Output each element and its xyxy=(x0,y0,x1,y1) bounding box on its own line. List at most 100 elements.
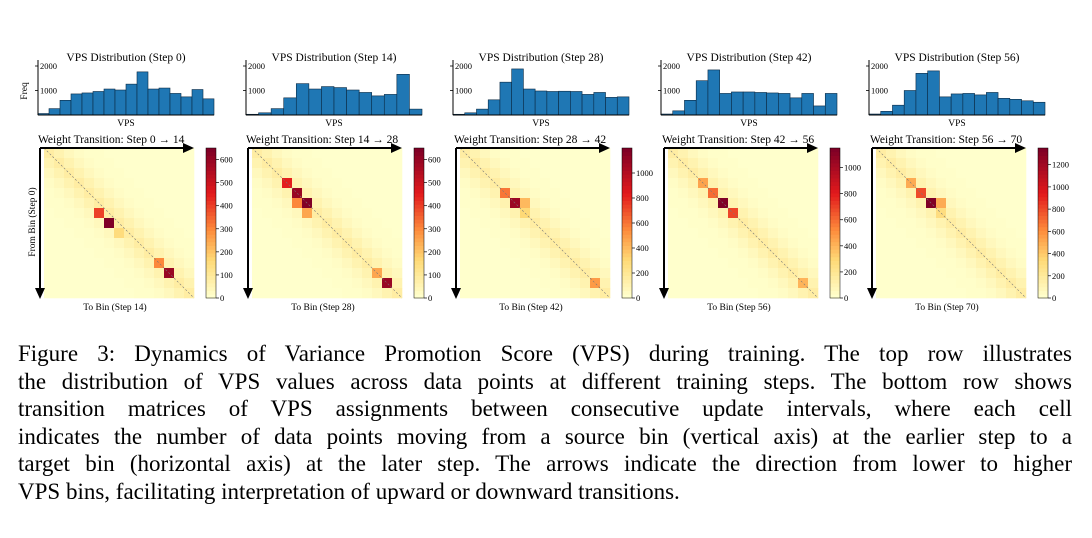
heatmap-cell xyxy=(510,238,521,249)
heatmap-cell xyxy=(104,238,115,249)
heatmap-cell xyxy=(124,188,135,199)
heatmap-cell xyxy=(1016,268,1027,279)
heatmap-cell xyxy=(362,188,373,199)
colorbar-segment xyxy=(830,148,840,153)
heatmap-cell xyxy=(302,228,313,239)
heatmap-cell xyxy=(688,168,699,179)
heatmap-cell xyxy=(708,248,719,259)
heatmap-cell xyxy=(282,248,293,259)
heatmap-cell xyxy=(956,148,967,159)
heatmap-xlabel: To Bin (Step 28) xyxy=(291,302,354,313)
heatmap-cell xyxy=(520,238,531,249)
heatmap-cell xyxy=(580,188,591,199)
heatmap-cell xyxy=(74,148,85,159)
heatmap-cell xyxy=(798,188,809,199)
heatmap-cell xyxy=(392,178,403,189)
heatmap-cell xyxy=(500,178,511,189)
colorbar-segment xyxy=(1038,185,1048,190)
colorbar-segment xyxy=(830,174,840,179)
histogram-bar xyxy=(103,88,116,116)
heatmap-cell xyxy=(718,238,729,249)
heatmap-cell xyxy=(252,258,263,269)
heatmap-cell xyxy=(272,208,283,219)
colorbar-segment xyxy=(830,256,840,261)
heatmap-cell xyxy=(966,158,977,169)
colorbar-segment xyxy=(414,159,424,164)
heatmap-cell xyxy=(946,158,957,169)
heatmap-cell xyxy=(312,158,323,169)
heatmap-cell xyxy=(272,168,283,179)
colorbar-segment xyxy=(622,241,632,246)
colorbar-tick-label: 200 xyxy=(636,268,649,278)
heatmap-cell xyxy=(996,248,1007,259)
colorbar-segment xyxy=(206,181,216,186)
heatmap-cell xyxy=(778,288,789,299)
heatmap-cell xyxy=(134,178,145,189)
colorbar-segment xyxy=(206,204,216,209)
heatmap-cell xyxy=(342,218,353,229)
heatmap-cell xyxy=(144,278,155,289)
heatmap-cell xyxy=(322,178,333,189)
heatmap-cell xyxy=(580,168,591,179)
histogram-bar xyxy=(371,95,385,116)
heatmap-cell xyxy=(490,158,501,169)
heatmap-cell xyxy=(292,218,303,229)
heatmap-cell xyxy=(926,168,937,179)
colorbar-segment xyxy=(206,290,216,295)
heatmap-cell xyxy=(332,258,343,269)
heatmap-cell xyxy=(64,208,75,219)
heatmap-cell xyxy=(64,288,75,299)
heatmap-cell xyxy=(748,278,759,289)
histogram-bar xyxy=(570,91,583,116)
heatmap-cell xyxy=(94,178,105,189)
heatmap-cell xyxy=(550,228,561,239)
heatmap-cell xyxy=(718,218,729,229)
heatmap-cell xyxy=(708,188,719,199)
heatmap-cell xyxy=(550,278,561,289)
histogram-bar xyxy=(950,93,964,116)
heatmap-cell xyxy=(94,208,105,219)
heatmap-cell xyxy=(788,238,799,249)
heatmap-cell xyxy=(84,208,95,219)
heatmap-cell xyxy=(44,278,55,289)
colorbar-segment xyxy=(414,264,424,269)
heatmap-cell xyxy=(74,168,85,179)
heatmap-cell xyxy=(570,218,581,229)
heatmap-cell xyxy=(718,258,729,269)
colorbar-segment xyxy=(830,238,840,243)
histogram-bar xyxy=(383,94,398,116)
heatmap-cell xyxy=(134,278,145,289)
heatmap-cell xyxy=(184,198,195,209)
colorbar-segment xyxy=(414,249,424,254)
colorbar-segment xyxy=(206,211,216,216)
heatmap-cell xyxy=(322,278,333,289)
colorbar-tick-label: 400 xyxy=(1052,249,1065,259)
colorbar-segment xyxy=(830,264,840,269)
heatmap-cell xyxy=(352,288,363,299)
heatmap-cell xyxy=(134,228,145,239)
heatmap-cell xyxy=(382,228,393,239)
colorbar-segment xyxy=(830,260,840,265)
histogram-bar xyxy=(147,88,160,116)
histogram-bar xyxy=(558,90,571,116)
heatmap-cell xyxy=(460,258,471,269)
heatmap-cell xyxy=(362,178,373,189)
histogram-bar xyxy=(892,104,905,116)
heatmap-cell xyxy=(738,278,749,289)
heatmap-cell xyxy=(590,168,601,179)
heatmap-cell xyxy=(94,168,105,179)
heatmap-cell xyxy=(886,168,897,179)
heatmap-cell xyxy=(154,188,165,199)
colorbar-segment xyxy=(622,230,632,235)
heatmap-cell xyxy=(114,148,125,159)
heatmap-cell xyxy=(64,158,75,169)
heatmap-cell xyxy=(392,148,403,159)
heatmap-cell xyxy=(788,198,799,209)
colorbar-segment xyxy=(622,189,632,194)
heatmap-cell xyxy=(164,188,175,199)
heatmap-cell xyxy=(520,148,531,159)
colorbar-tick-label: 300 xyxy=(220,224,233,234)
heatmap-cell xyxy=(184,148,195,159)
heatmap-cell xyxy=(580,208,591,219)
heatmap-cell xyxy=(906,238,917,249)
